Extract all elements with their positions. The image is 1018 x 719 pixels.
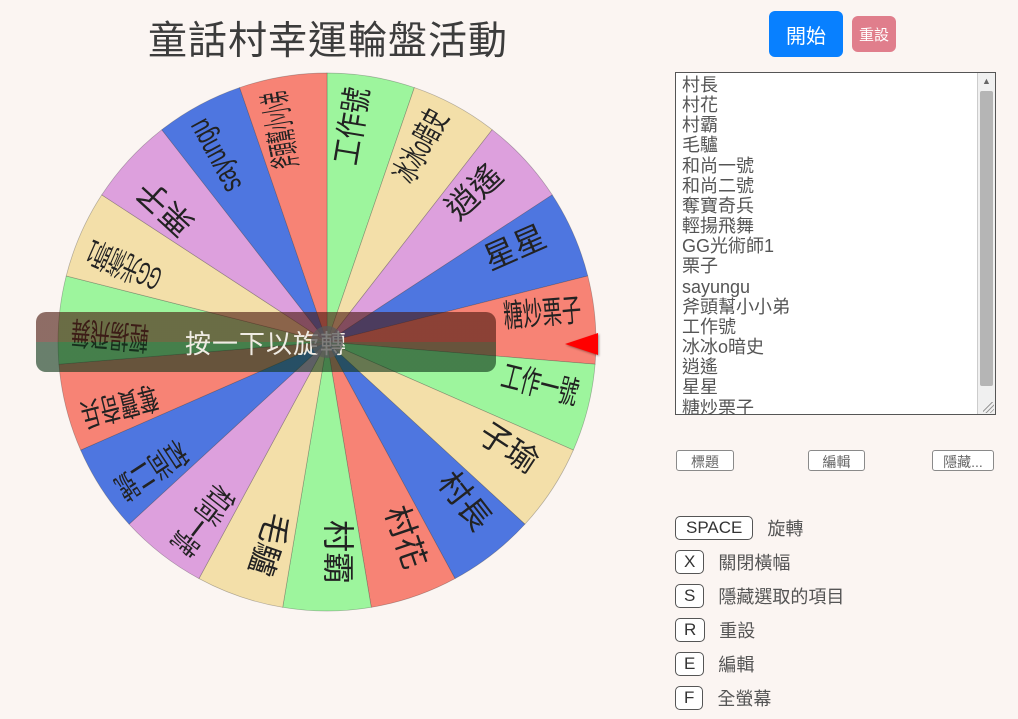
svg-text:村霸: 村霸 — [320, 520, 356, 584]
svg-text:糖炒栗子: 糖炒栗子 — [502, 292, 583, 334]
